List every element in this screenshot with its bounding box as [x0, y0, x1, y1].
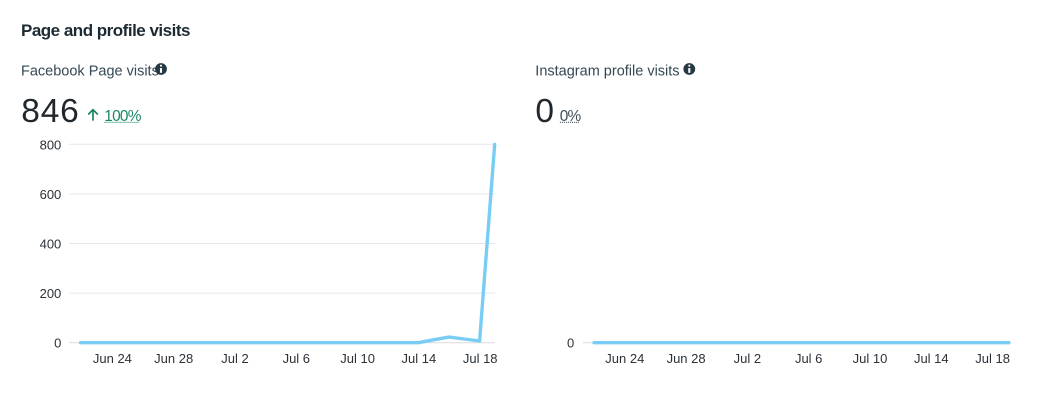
svg-text:Jul 6: Jul 6	[795, 351, 822, 366]
svg-text:0: 0	[54, 336, 61, 351]
svg-text:Jul 2: Jul 2	[221, 351, 248, 366]
svg-text:0: 0	[567, 336, 574, 351]
svg-text:Jun 28: Jun 28	[154, 351, 193, 366]
svg-text:Instagram profile visits: Instagram profile visits	[535, 64, 679, 80]
svg-text:Jul 18: Jul 18	[463, 351, 498, 366]
svg-text:846: 846	[21, 93, 79, 130]
svg-text:200: 200	[40, 286, 62, 301]
svg-text:600: 600	[40, 187, 62, 202]
svg-text:Jun 24: Jun 24	[605, 351, 644, 366]
svg-text:400: 400	[40, 237, 62, 252]
svg-text:Jul 10: Jul 10	[340, 351, 375, 366]
svg-text:Jul 18: Jul 18	[975, 351, 1010, 366]
svg-text:Jul 14: Jul 14	[402, 351, 437, 366]
svg-text:0: 0	[535, 93, 554, 130]
svg-text:0%: 0%	[560, 108, 582, 125]
svg-text:Facebook Page visits: Facebook Page visits	[21, 64, 159, 80]
svg-text:Jun 28: Jun 28	[667, 351, 706, 366]
svg-text:Jul 2: Jul 2	[734, 351, 761, 366]
svg-text:100%: 100%	[104, 108, 141, 125]
svg-text:Page and profile visits: Page and profile visits	[21, 21, 190, 40]
svg-text:Jul 10: Jul 10	[853, 351, 888, 366]
svg-text:800: 800	[40, 137, 62, 152]
svg-text:Jun 24: Jun 24	[93, 351, 132, 366]
svg-text:Jul 6: Jul 6	[283, 351, 310, 366]
svg-text:Jul 14: Jul 14	[914, 351, 949, 366]
